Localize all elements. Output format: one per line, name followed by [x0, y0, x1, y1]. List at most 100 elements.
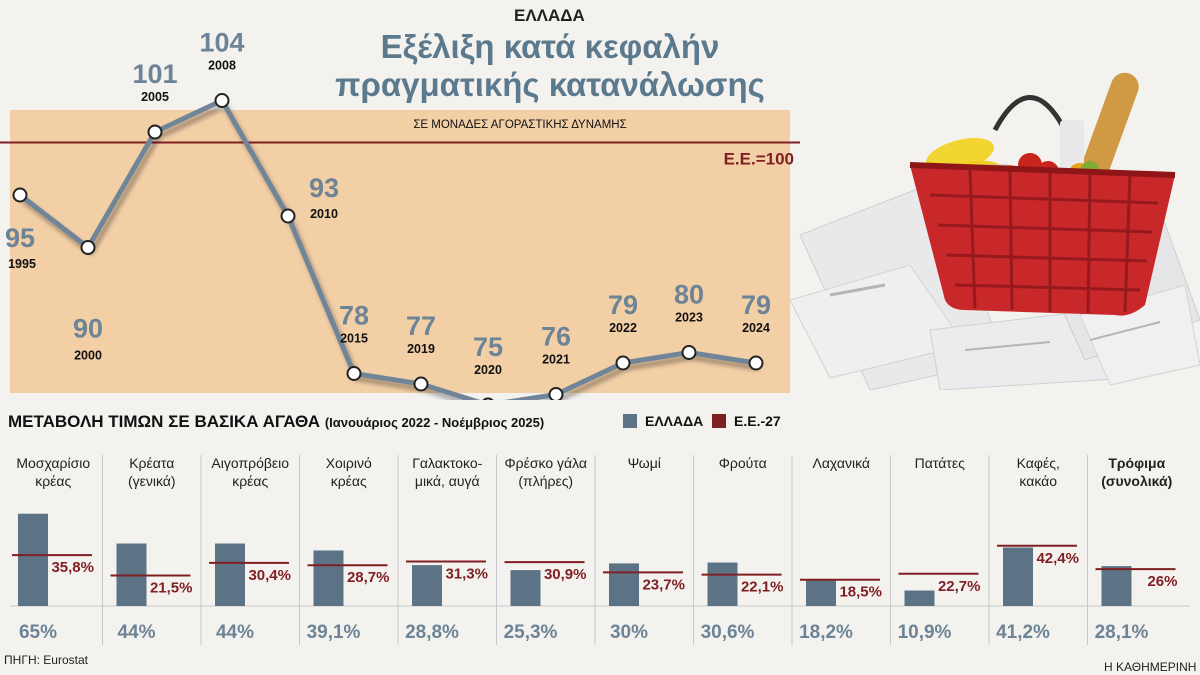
greece-bar — [18, 513, 48, 606]
eu-value-label: 23,7% — [642, 576, 685, 593]
headline-line-2: πραγματικής κατανάλωσης — [335, 66, 765, 103]
line-series — [12, 93, 764, 400]
line-point — [147, 124, 163, 140]
line-point — [681, 345, 697, 360]
greece-value-label: 41,2% — [996, 622, 1050, 643]
line-point — [280, 208, 296, 224]
category-label: Χοιρινό — [326, 455, 372, 471]
publisher-name: Η ΚΑΘΗΜΕΡΙΝΗ — [1104, 660, 1197, 674]
line-point — [615, 355, 631, 371]
line-value-label: 77 — [406, 311, 436, 341]
greece-bar — [1101, 566, 1132, 606]
line-chart-panel — [10, 110, 790, 393]
greece-bar — [1003, 547, 1033, 606]
category-label: Ψωμί — [628, 455, 661, 471]
legend-eu: Ε.Ε.-27 — [712, 413, 781, 429]
line-value-label: 79 — [741, 290, 771, 320]
line-value-label: 101 — [132, 59, 177, 89]
line-value-label: 95 — [5, 223, 35, 253]
line-year-label: 2023 — [675, 311, 703, 325]
greece-value-label: 44% — [117, 622, 155, 643]
eu-value-label: 26% — [1147, 573, 1177, 590]
grocery-basket-photo — [790, 72, 1200, 390]
line-year-label: 2020 — [474, 363, 502, 377]
greece-value-label: 30,6% — [701, 622, 755, 643]
eu-value-label: 31,3% — [445, 566, 488, 583]
eu-value-label: 22,7% — [938, 578, 981, 595]
greece-bar — [510, 570, 541, 606]
line-year-label: 2024 — [742, 321, 770, 335]
greece-value-label: 30% — [610, 622, 648, 643]
line-point — [12, 187, 28, 203]
greece-bar — [609, 563, 639, 606]
category-label: κρέας — [232, 473, 268, 489]
line-point — [214, 93, 230, 108]
eu-value-label: 35,8% — [51, 559, 94, 576]
line-point — [80, 240, 96, 255]
line-value-label: 78 — [339, 301, 369, 331]
line-year-label: 2000 — [74, 349, 102, 363]
line-value-label: 75 — [473, 332, 503, 362]
price-change-period: (Ιανουάριος 2022 - Νοέμβριος 2025) — [324, 415, 545, 430]
greece-bar — [707, 562, 738, 606]
line-point — [748, 355, 764, 371]
line-year-label: 2015 — [340, 332, 368, 346]
eu-reference-label: Ε.Ε.=100 — [724, 150, 794, 169]
line-point — [548, 387, 564, 400]
price-change-title: ΜΕΤΑΒΟΛΗ ΤΙΜΩΝ ΣΕ ΒΑΣΙΚΑ ΑΓΑΘΑ (Ιανουάρι… — [8, 412, 544, 432]
legend-greece-label: ΕΛΛΑΔΑ — [645, 413, 704, 429]
category-label: κρέας — [331, 473, 367, 489]
line-year-label: 2022 — [609, 321, 637, 335]
greece-value-label: 65% — [19, 622, 57, 643]
line-year-label: 2005 — [141, 90, 169, 104]
bar-panels: Μοσχαρίσιο κρέας 35,8% 65% Κρέατα (γενικά) 21,… — [10, 455, 1190, 645]
category-label: Λαχανικά — [812, 455, 870, 471]
greece-value-label: 10,9% — [898, 622, 952, 643]
greece-bar — [904, 590, 935, 606]
category-label: Πατάτες — [915, 455, 965, 471]
category-label: Μοσχαρίσιο — [16, 455, 90, 471]
greece-value-label: 28,1% — [1095, 622, 1149, 643]
category-label: Κρέατα — [129, 455, 174, 471]
category-label: Καφές, — [1017, 455, 1060, 471]
eu-value-label: 28,7% — [347, 569, 390, 586]
eu-value-label: 30,4% — [248, 567, 291, 584]
consumption-line-chart: ΣΕ ΜΟΝΑΔΕΣ ΑΓΟΡΑΣΤΙΚΗΣ ΔΥΝΑΜΗΣ Ε.Ε.=100 … — [0, 28, 800, 400]
category-label: κρέας — [35, 473, 71, 489]
greece-value-label: 18,2% — [799, 622, 853, 643]
greece-bar — [313, 550, 344, 606]
greece-bar — [806, 580, 836, 606]
category-label: Φρέσκο γάλα — [505, 455, 588, 471]
chart-headline: Εξέλιξη κατά κεφαλήν πραγματικής κατανάλ… — [250, 28, 850, 104]
line-year-label: 1995 — [8, 257, 36, 271]
eu-value-label: 30,9% — [544, 566, 587, 583]
eu-value-label: 21,5% — [150, 579, 193, 596]
line-value-label: 79 — [608, 290, 638, 320]
legend-greece: ΕΛΛΑΔΑ — [623, 413, 703, 429]
headline-line-1: Εξέλιξη κατά κεφαλήν — [380, 28, 720, 65]
country-label: ΕΛΛΑΔΑ — [514, 6, 585, 25]
eu-value-label: 42,4% — [1036, 550, 1079, 567]
price-change-bar-charts: Μοσχαρίσιο κρέας 35,8% 65% Κρέατα (γενικά) 21,… — [10, 455, 1190, 645]
line-value-label: 76 — [541, 322, 571, 352]
line-point — [346, 366, 362, 381]
line-year-label: 2021 — [542, 353, 570, 367]
basket-image — [909, 72, 1176, 316]
eu-value-label: 22,1% — [741, 579, 784, 596]
line-value-label: 104 — [199, 28, 244, 58]
line-year-label: 2008 — [208, 59, 236, 73]
line-year-label: 2010 — [310, 207, 338, 221]
consumption-line — [18, 98, 757, 400]
line-value-label: 80 — [674, 280, 704, 310]
greece-bar — [412, 565, 442, 606]
category-label: μικά, αυγά — [415, 473, 480, 489]
category-label: (πλήρες) — [518, 473, 573, 489]
category-label: (συνολικά) — [1101, 473, 1172, 489]
greece-bar — [215, 543, 245, 606]
line-chart-subtitle: ΣΕ ΜΟΝΑΔΕΣ ΑΓΟΡΑΣΤΙΚΗΣ ΔΥΝΑΜΗΣ — [413, 119, 626, 131]
legend-greece-swatch — [623, 414, 637, 428]
price-change-title-main: ΜΕΤΑΒΟΛΗ ΤΙΜΩΝ ΣΕ ΒΑΣΙΚΑ ΑΓΑΘΑ — [8, 412, 321, 431]
category-label: (γενικά) — [128, 473, 176, 489]
category-label: Φρούτα — [719, 455, 767, 471]
